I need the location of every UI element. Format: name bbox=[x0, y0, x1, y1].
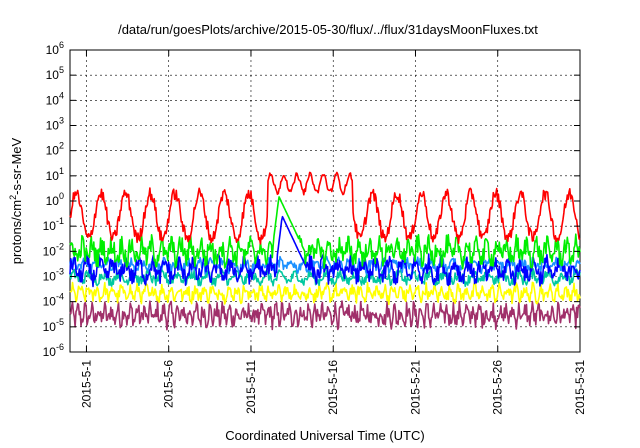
x-tick-label: 2015-5-1 bbox=[79, 360, 93, 408]
x-axis-label: Coordinated Universal Time (UTC) bbox=[225, 428, 424, 443]
grid-lines bbox=[70, 50, 580, 352]
series-line-yellow bbox=[69, 281, 581, 306]
series-lines bbox=[69, 171, 581, 331]
x-tick-label: 2015-5-6 bbox=[162, 360, 176, 408]
chart-title: /data/run/goesPlots/archive/2015-05-30/f… bbox=[118, 22, 538, 37]
series-line-red bbox=[69, 171, 581, 245]
y-tick-label: 105 bbox=[46, 65, 64, 82]
y-tick-label: 10-5 bbox=[43, 317, 64, 334]
series-line-teal bbox=[69, 268, 581, 288]
y-tick-label: 10-1 bbox=[43, 216, 64, 233]
y-tick-label: 10-2 bbox=[43, 241, 64, 258]
y-tick-label: 100 bbox=[46, 191, 64, 208]
x-ticks: 2015-5-1 2015-5-6 2015-5-11 2015-5-16 2015-5… bbox=[79, 50, 587, 415]
x-tick-label: 2015-5-26 bbox=[491, 360, 505, 415]
y-tick-label: 10-6 bbox=[43, 342, 64, 359]
y-tick-label: 103 bbox=[46, 116, 64, 133]
y-tick-label: 10-4 bbox=[43, 292, 64, 309]
y-tick-label: 101 bbox=[46, 166, 64, 183]
y-tick-label: 104 bbox=[46, 90, 64, 107]
x-tick-label: 2015-5-11 bbox=[244, 360, 258, 414]
x-tick-label: 2015-5-16 bbox=[326, 360, 340, 415]
series-line-green bbox=[69, 196, 581, 270]
y-tick-label: 106 bbox=[46, 40, 64, 57]
y-axis-label: protons/cm2-s-sr-MeV bbox=[8, 137, 24, 264]
y-tick-label: 102 bbox=[46, 141, 64, 158]
y-tick-label: 10-3 bbox=[43, 267, 64, 284]
plot-area: 10-6 10-5 10-4 10-3 10-2 10-1 100 101 102 103 104 1… bbox=[43, 40, 587, 415]
x-tick-label: 2015-5-21 bbox=[408, 360, 422, 415]
series-line-purple bbox=[69, 300, 581, 331]
x-tick-label: 2015-5-31 bbox=[573, 360, 587, 415]
